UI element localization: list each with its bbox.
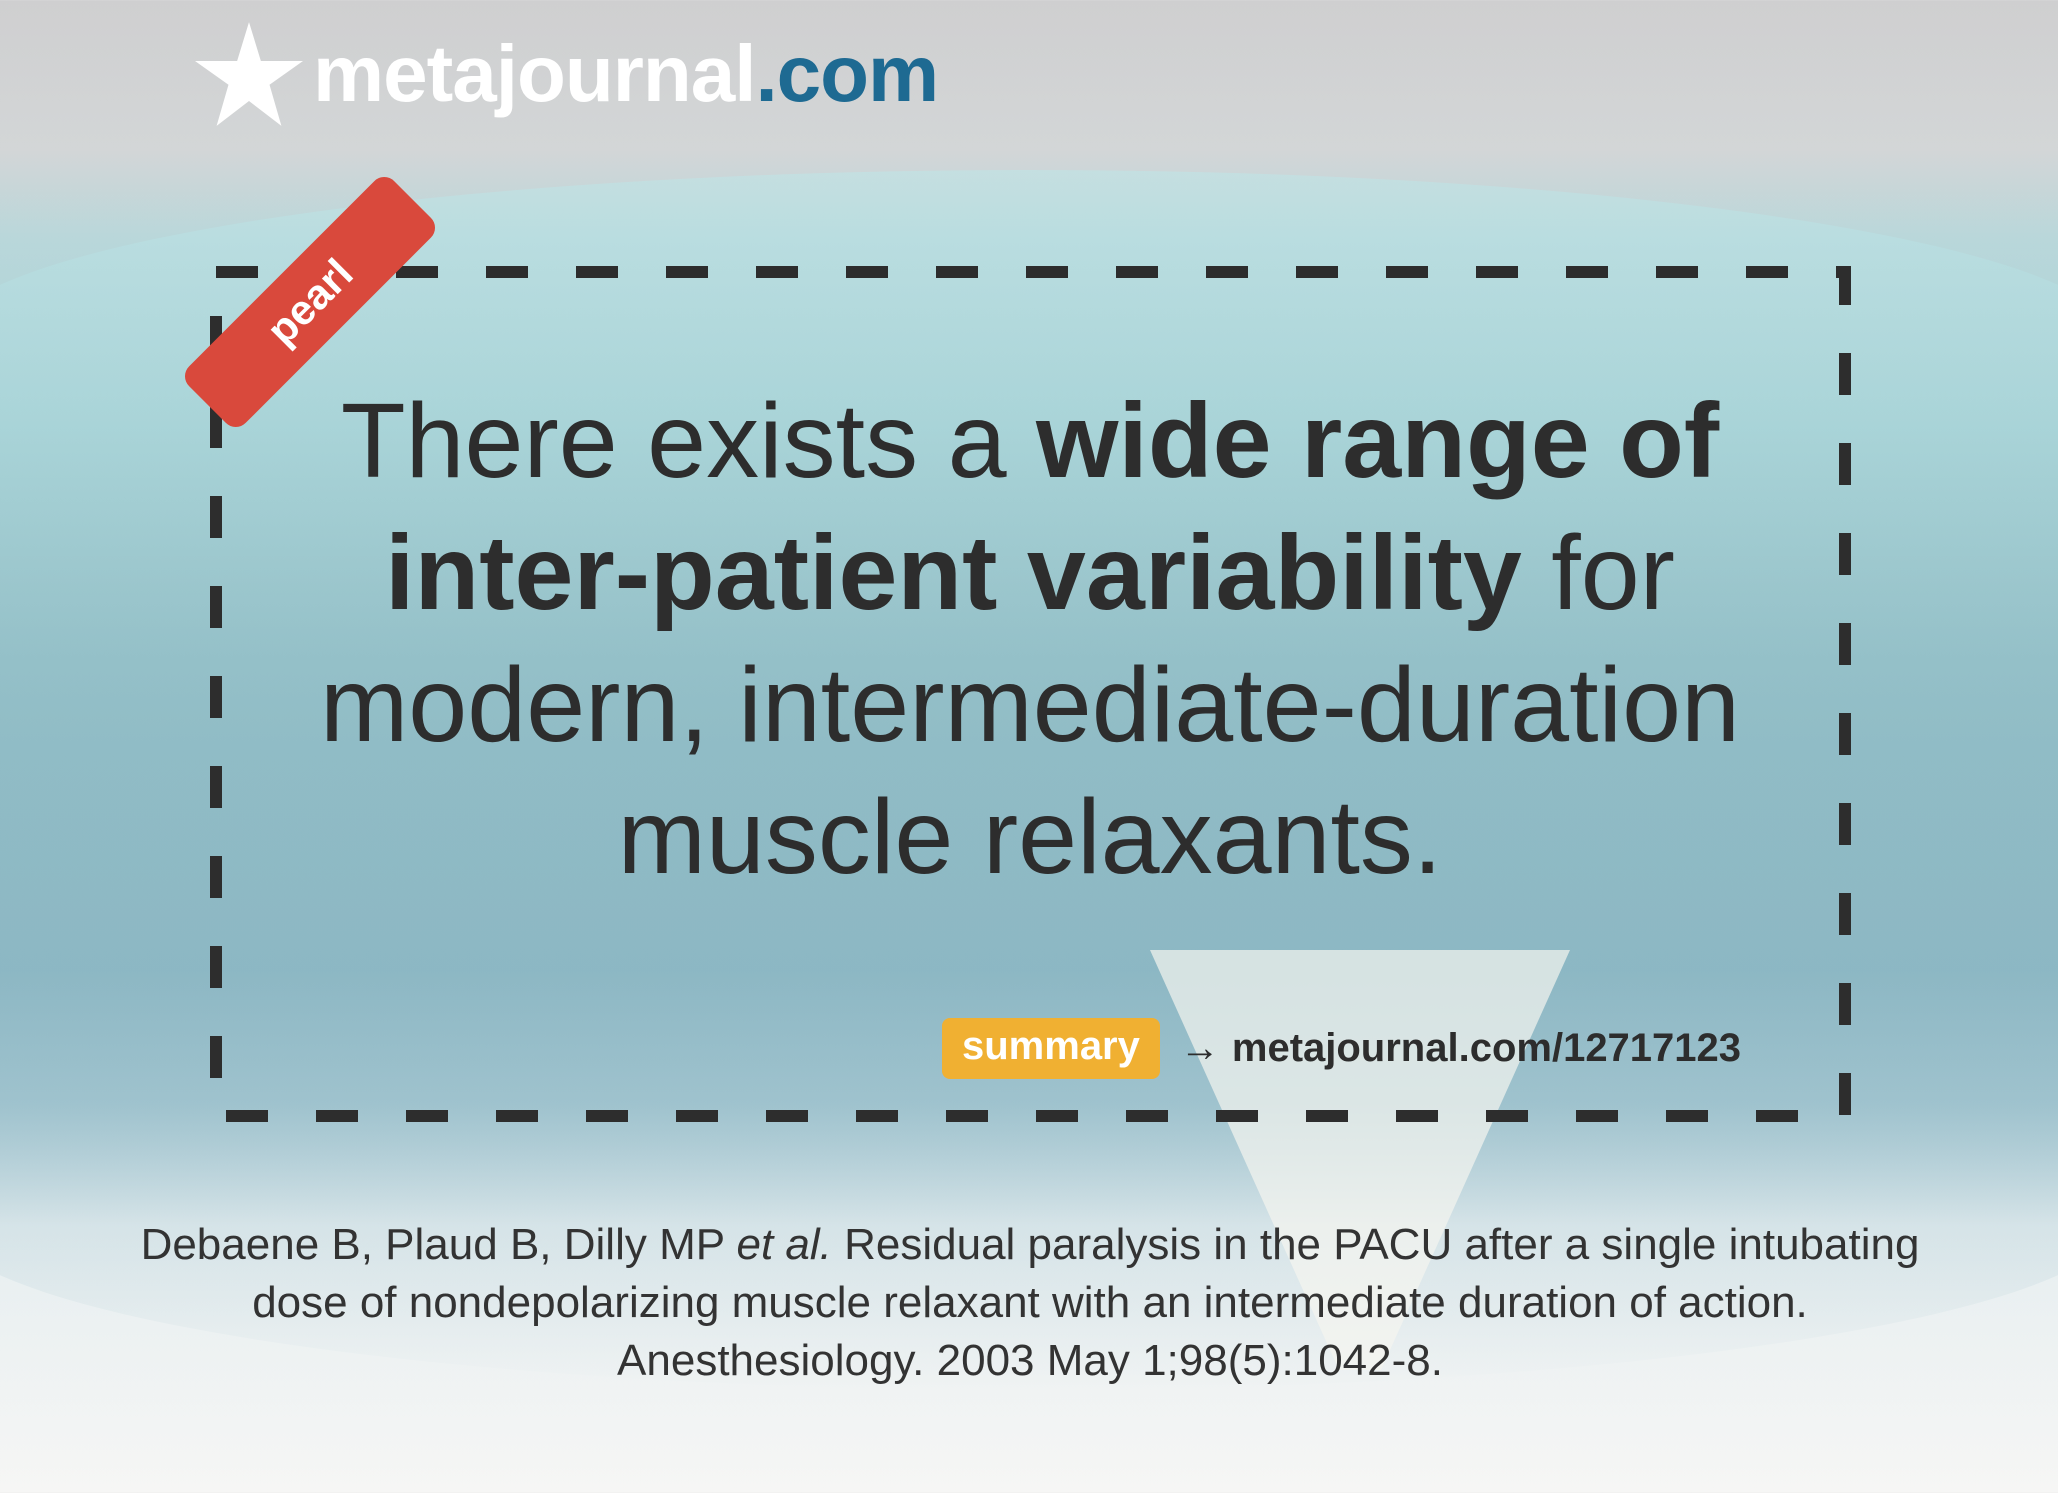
logo[interactable]: metajournal.com [195, 22, 939, 126]
pearl-frame [210, 266, 1851, 1122]
summary-link[interactable]: metajournal.com/12717123 [1231, 1026, 1742, 1070]
background-photo [0, 170, 2058, 1390]
arrow-icon: → [1179, 1026, 1220, 1070]
citation: Debaene B, Plaud B, Dilly MP et al. Resi… [140, 1220, 1920, 1385]
logo-text: metajournal.com [313, 29, 939, 118]
pearl-quote: There exists a wide range of inter-patie… [320, 382, 1740, 896]
summary-row: summary → metajournal.com/12717123 [942, 1018, 1741, 1079]
summary-badge[interactable]: summary [942, 1018, 1160, 1079]
star-icon [195, 22, 303, 126]
dashed-border [210, 266, 1851, 1122]
